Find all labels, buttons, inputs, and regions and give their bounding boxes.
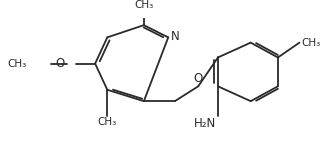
Text: N: N	[171, 30, 179, 43]
Text: CH₃: CH₃	[301, 38, 320, 48]
Text: CH₃: CH₃	[134, 0, 154, 11]
Text: CH₃: CH₃	[98, 117, 117, 127]
Text: CH₃: CH₃	[7, 59, 26, 69]
Text: O: O	[55, 57, 64, 70]
Text: O: O	[194, 72, 203, 85]
Text: H₂N: H₂N	[194, 117, 216, 130]
